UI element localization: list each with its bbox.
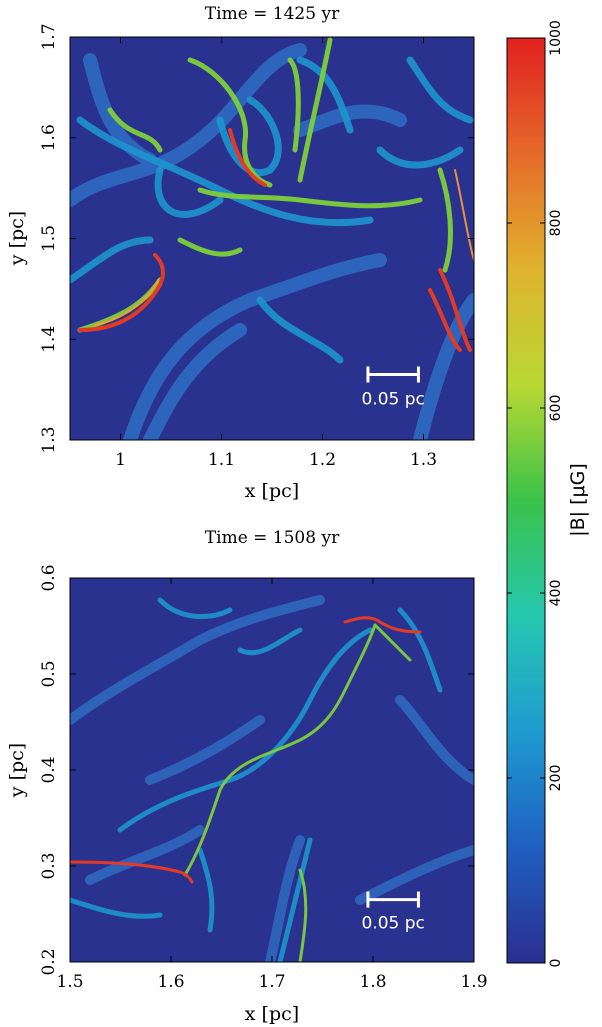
panel-top-ytick-label: 1.4 <box>39 326 59 353</box>
panel-top-ytick-label: 1.6 <box>39 124 59 151</box>
colorbar-tick-label: 400 <box>548 580 564 607</box>
panel-top-xtick-label: 1.1 <box>208 450 235 470</box>
panel-top-xtick-label: 1 <box>115 450 126 470</box>
panel-top-ticks: 1 1.1 1.2 1.3 1.3 1.4 1.5 1.6 1.7 <box>39 23 474 470</box>
panel-bottom-xtick-label: 1.7 <box>258 972 285 992</box>
colorbar-ticks: 0 200 400 600 800 1000 <box>507 20 564 967</box>
panel-bottom-ytick-label: 0.5 <box>39 660 59 687</box>
panel-top-ylabel: y [pc] <box>6 211 28 266</box>
panel-top-xlabel: x [pc] <box>245 480 299 502</box>
panel-bottom-ytick-label: 0.2 <box>39 948 59 975</box>
colorbar-tick-label: 200 <box>548 765 564 792</box>
colorbar-tick-label: 1000 <box>548 20 564 56</box>
heatmap-bottom-background <box>70 578 474 962</box>
panel-bottom-xtick-label: 1.9 <box>460 972 487 992</box>
colorbar-label: |B| [μG] <box>567 463 589 537</box>
heatmap-bottom <box>70 578 474 962</box>
panel-bottom-xtick-label: 1.5 <box>56 972 83 992</box>
scale-bar-bottom-label: 0.05 pc <box>361 913 424 933</box>
panel-bottom-ticks: 1.5 1.6 1.7 1.8 1.9 0.2 0.3 0.4 0.5 0.6 <box>39 564 488 992</box>
scale-bar-top: 0.05 pc <box>361 366 425 410</box>
colorbar-tick-label: 800 <box>548 210 564 237</box>
panel-bottom: Time = 1508 yr <box>6 528 488 1025</box>
panel-bottom-ytick-label: 0.6 <box>39 564 59 591</box>
panel-bottom-ytick-label: 0.4 <box>39 756 59 783</box>
colorbar-gradient <box>506 37 546 964</box>
panel-bottom-ytick-label: 0.3 <box>39 852 59 879</box>
panel-bottom-title: Time = 1508 yr <box>205 528 340 548</box>
panel-top: Time = 1425 yr <box>6 4 475 502</box>
colorbar: 0 200 400 600 800 1000 |B| [μG] <box>506 20 589 967</box>
colorbar-tick-label: 600 <box>548 395 564 422</box>
heatmap-top-background <box>70 37 474 440</box>
panel-bottom-xtick-label: 1.8 <box>359 972 386 992</box>
heatmap-top <box>70 37 474 440</box>
panel-top-xtick-label: 1.2 <box>309 450 336 470</box>
panel-bottom-xtick-label: 1.6 <box>157 972 184 992</box>
scale-bar-bottom: 0.05 pc <box>361 891 425 933</box>
panel-top-ytick-label: 1.5 <box>39 225 59 252</box>
panel-top-xtick-label: 1.3 <box>410 450 437 470</box>
scale-bar-top-label: 0.05 pc <box>361 390 424 410</box>
panel-top-title: Time = 1425 yr <box>205 4 340 24</box>
panel-bottom-xlabel: x [pc] <box>245 1003 299 1025</box>
panel-bottom-ylabel: y [pc] <box>6 743 28 798</box>
colorbar-tick-label: 0 <box>548 959 564 968</box>
panel-top-ytick-label: 1.7 <box>39 23 59 50</box>
panel-top-ytick-label: 1.3 <box>39 426 59 453</box>
